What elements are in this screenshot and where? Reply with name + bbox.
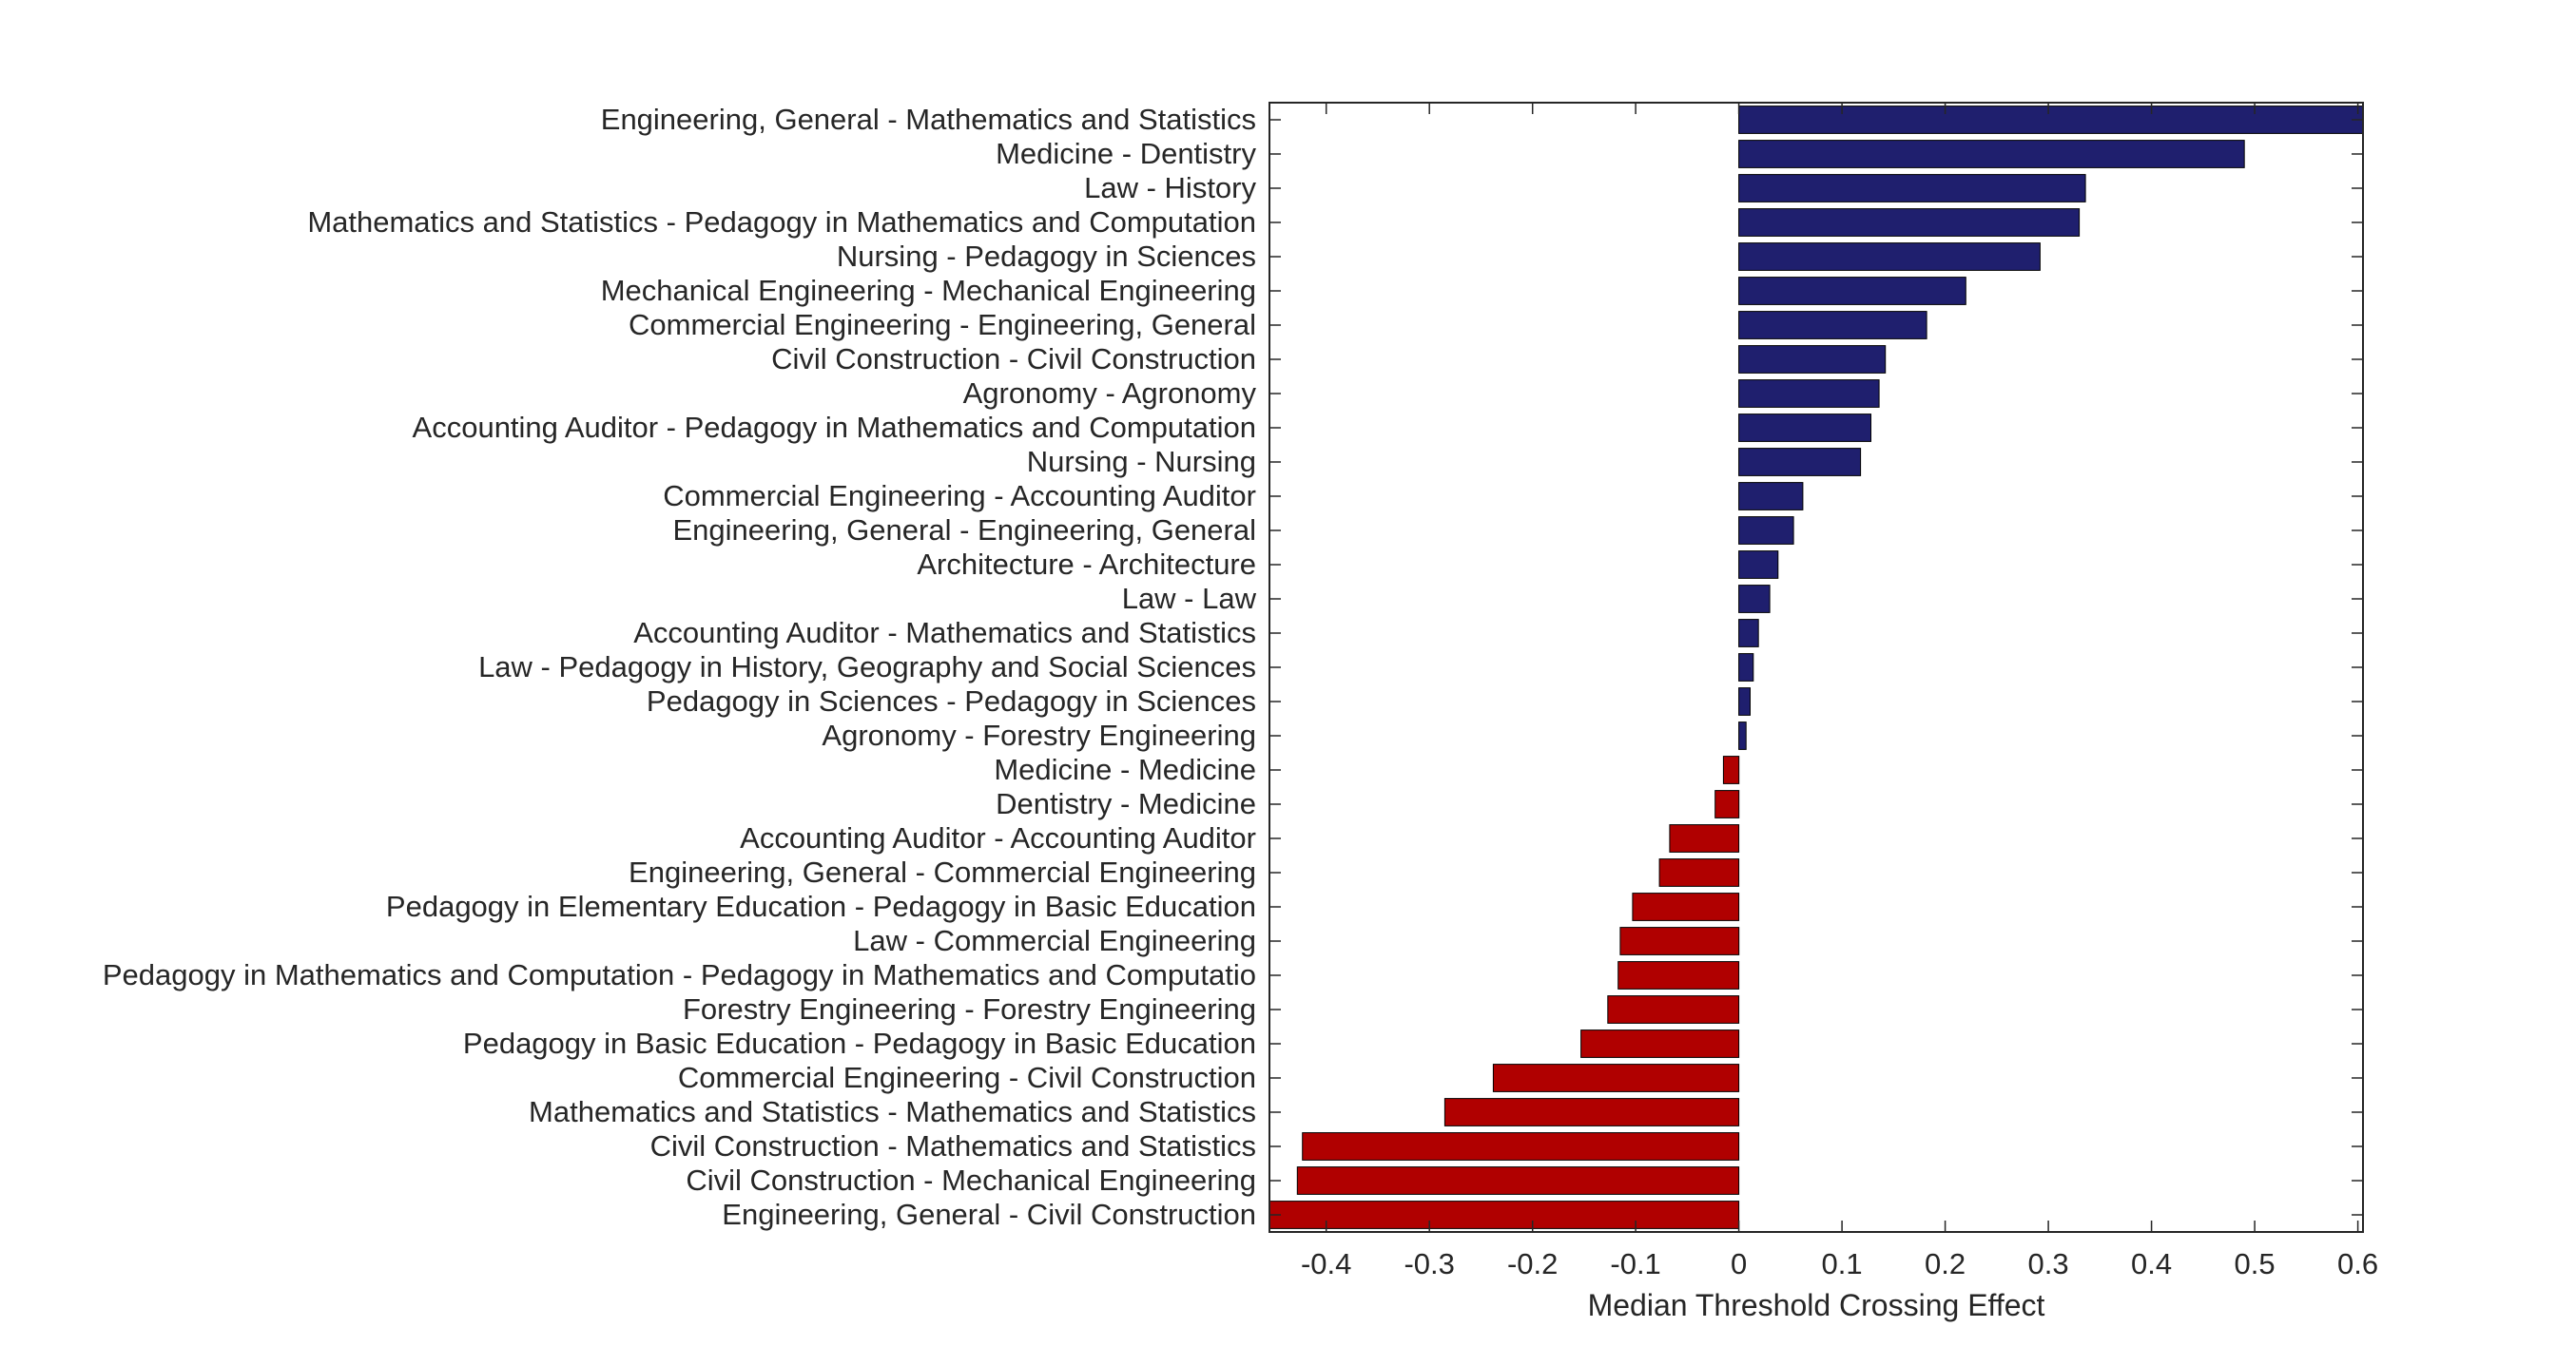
category-label: Engineering, General - Commercial Engine…: [629, 856, 1256, 889]
bar: [1714, 790, 1740, 818]
bar: [1738, 721, 1747, 750]
category-label: Commercial Engineering - Accounting Audi…: [663, 479, 1256, 512]
category-label: Law - History: [1084, 171, 1256, 204]
category-label: Agronomy - Forestry Engineering: [822, 719, 1256, 752]
category-labels: Engineering, General - Mathematics and S…: [103, 103, 1257, 1231]
category-label: Accounting Auditor - Mathematics and Sta…: [633, 616, 1256, 649]
category-label: Civil Construction - Mathematics and Sta…: [650, 1129, 1256, 1163]
bar: [1302, 1132, 1740, 1161]
x-tick-labels: -0.4 -0.3 -0.2 -0.1 0 0.1 0.2 0.3 0.4 0.5 0.6: [1301, 1247, 2378, 1280]
bar: [1738, 140, 2245, 168]
bar: [1658, 858, 1740, 887]
x-tick-label: -0.1: [1610, 1247, 1660, 1280]
category-label: Commercial Engineering - Engineering, Ge…: [629, 308, 1256, 341]
category-label: Dentistry - Medicine: [996, 787, 1256, 820]
bar: [1738, 311, 1927, 339]
category-label: Mathematics and Statistics - Mathematics…: [529, 1095, 1256, 1128]
ticks-group: [1269, 103, 2363, 1232]
category-label: Law - Commercial Engineering: [853, 924, 1256, 957]
category-label: Medicine - Dentistry: [996, 137, 1256, 170]
category-label: Law - Law: [1122, 582, 1257, 615]
bar: [1492, 1064, 1740, 1092]
category-label: Mathematics and Statistics - Pedagogy in…: [307, 205, 1256, 239]
bar: [1632, 893, 1740, 921]
x-tick-label: -0.3: [1404, 1247, 1454, 1280]
bar: [1443, 1098, 1740, 1126]
bar: [1738, 619, 1759, 647]
category-label: Nursing - Nursing: [1027, 445, 1256, 478]
bar: [1738, 277, 1966, 305]
bar: [1738, 550, 1779, 579]
category-label: Civil Construction - Civil Construction: [771, 342, 1256, 375]
bars-group: [1269, 106, 2364, 1229]
category-label: Pedagogy in Elementary Education - Pedag…: [386, 890, 1256, 923]
x-tick-label: 0.4: [2131, 1247, 2172, 1280]
category-label: Forestry Engineering - Forestry Engineer…: [683, 992, 1256, 1026]
bar: [1738, 174, 2086, 202]
category-label: Law - Pedagogy in History, Geography and…: [478, 650, 1256, 683]
x-tick-label: 0.1: [1822, 1247, 1863, 1280]
bar: [1722, 756, 1740, 784]
category-label: Pedagogy in Sciences - Pedagogy in Scien…: [647, 684, 1256, 718]
bar: [1669, 824, 1740, 853]
bar: [1269, 1201, 1740, 1229]
bar: [1738, 414, 1871, 442]
bar: [1738, 516, 1794, 545]
x-tick-label: -0.2: [1507, 1247, 1558, 1280]
x-tick-label: 0: [1731, 1247, 1747, 1280]
category-label: Pedagogy in Mathematics and Computation …: [103, 958, 1256, 991]
category-label: Commercial Engineering - Civil Construct…: [678, 1061, 1256, 1094]
bar: [1617, 961, 1740, 990]
category-label: Engineering, General - Mathematics and S…: [601, 103, 1256, 136]
category-label: Pedagogy in Basic Education - Pedagogy i…: [463, 1027, 1256, 1060]
x-tick-label: -0.4: [1301, 1247, 1351, 1280]
bar: [1580, 1029, 1740, 1058]
category-label: Engineering, General - Civil Constructio…: [722, 1198, 1256, 1231]
category-label: Agronomy - Agronomy: [963, 376, 1257, 410]
bar: [1738, 345, 1887, 374]
bar: [1738, 482, 1804, 510]
bar: [1619, 927, 1740, 955]
x-tick-label: 0.3: [2028, 1247, 2069, 1280]
bar: [1296, 1166, 1740, 1195]
bar: [1738, 106, 2364, 134]
bar: [1607, 995, 1740, 1024]
x-tick-label: 0.6: [2337, 1247, 2378, 1280]
category-label: Architecture - Architecture: [917, 548, 1256, 581]
bar: [1738, 448, 1862, 476]
x-tick-label: 0.5: [2235, 1247, 2276, 1280]
axes-box: [1269, 102, 2364, 1233]
x-axis-label: Median Threshold Crossing Effect: [1588, 1288, 2045, 1322]
bar: [1738, 242, 2041, 271]
category-label: Nursing - Pedagogy in Sciences: [837, 240, 1256, 273]
x-tick-label: 0.2: [1925, 1247, 1966, 1280]
bar: [1738, 687, 1751, 716]
bar: [1738, 379, 1880, 408]
bar: [1738, 208, 2081, 237]
bar: [1738, 653, 1754, 682]
category-label: Accounting Auditor - Pedagogy in Mathema…: [413, 411, 1256, 444]
category-label: Civil Construction - Mechanical Engineer…: [686, 1164, 1256, 1197]
bar: [1738, 585, 1771, 613]
category-label: Mechanical Engineering - Mechanical Engi…: [601, 274, 1256, 307]
category-label: Medicine - Medicine: [994, 753, 1256, 786]
category-label: Accounting Auditor - Accounting Auditor: [740, 821, 1256, 855]
category-label: Engineering, General - Engineering, Gene…: [673, 513, 1257, 547]
